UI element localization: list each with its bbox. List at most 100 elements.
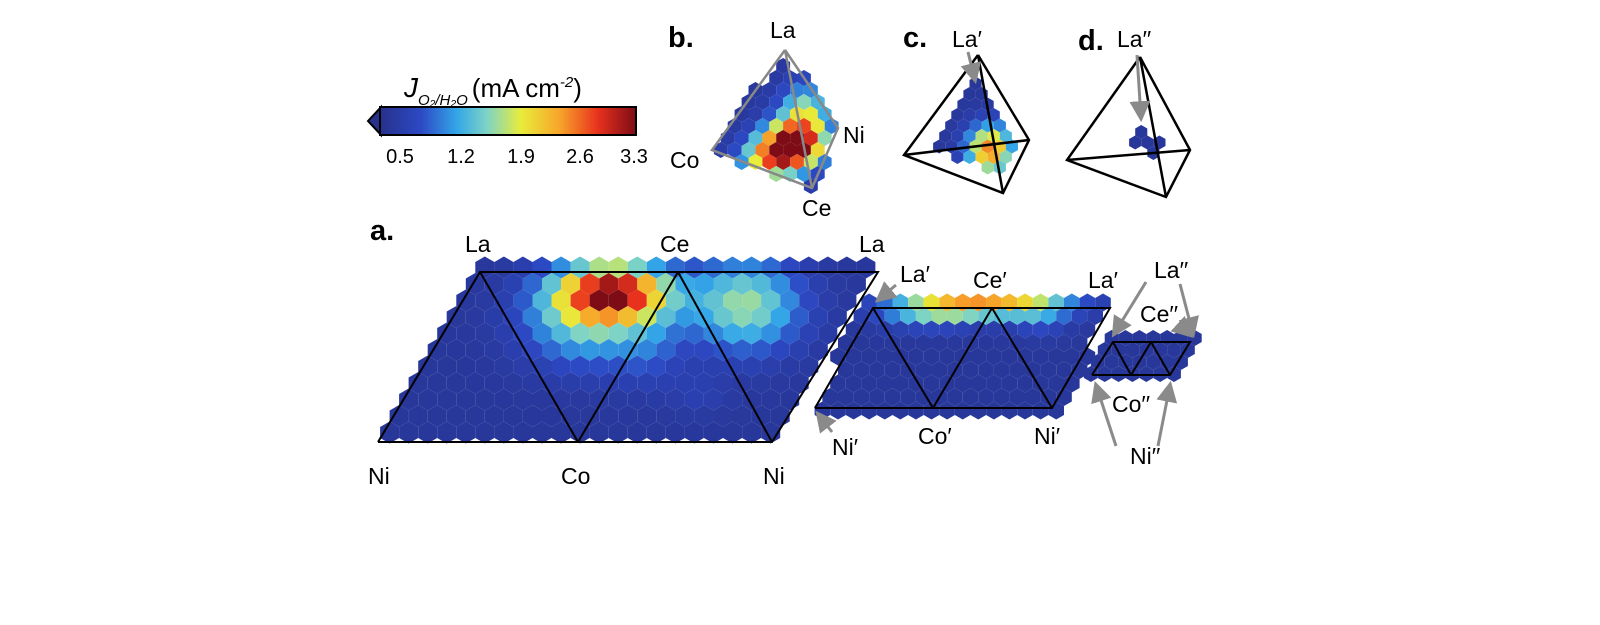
heat-cell bbox=[465, 405, 485, 427]
heat-cell bbox=[915, 307, 932, 325]
heat-cell bbox=[513, 355, 533, 378]
heat-cell bbox=[776, 154, 791, 170]
heat-cell bbox=[822, 388, 838, 406]
heat-cell bbox=[1104, 354, 1119, 370]
heat-cell bbox=[608, 322, 628, 345]
panel-d-tetrahedron: La′′ bbox=[1065, 26, 1192, 199]
heat-cell bbox=[484, 306, 504, 328]
heat-cell bbox=[900, 307, 916, 325]
heat-cell bbox=[1160, 354, 1174, 370]
heat-cell bbox=[962, 361, 979, 379]
heat-cell bbox=[713, 405, 733, 427]
panel-a-label-la-prime-1: La′ bbox=[900, 261, 930, 287]
heat-cell bbox=[561, 273, 581, 295]
heat-cell bbox=[561, 339, 581, 361]
heat-cell bbox=[532, 289, 552, 312]
heat-cell bbox=[646, 289, 666, 312]
heat-cell bbox=[861, 401, 877, 420]
heat-cell bbox=[810, 94, 825, 110]
heat-cell bbox=[580, 306, 600, 328]
heat-cell bbox=[876, 401, 893, 420]
heat-cell bbox=[599, 339, 619, 361]
heat-cell bbox=[675, 372, 695, 394]
heat-cell bbox=[665, 322, 685, 345]
heat-cell bbox=[962, 307, 979, 325]
heat-cell bbox=[908, 320, 924, 339]
heat-cell bbox=[884, 388, 901, 406]
heat-cell bbox=[589, 355, 609, 378]
heat-cell bbox=[830, 374, 846, 393]
heat-cell bbox=[551, 421, 571, 444]
panel-a-grid-large bbox=[377, 271, 880, 443]
heat-cell bbox=[799, 322, 819, 345]
heat-cell bbox=[799, 355, 819, 378]
heat-cell bbox=[975, 150, 988, 164]
heat-cell bbox=[703, 421, 723, 444]
colorbar-tick: 3.3 bbox=[620, 146, 648, 168]
heat-cell bbox=[599, 372, 619, 394]
heat-cell bbox=[770, 339, 790, 361]
heat-cell bbox=[732, 273, 752, 295]
heat-cell bbox=[627, 289, 647, 312]
heat-cell bbox=[742, 355, 762, 378]
heat-cell bbox=[542, 339, 562, 361]
heat-cell bbox=[853, 388, 870, 406]
heat-cell bbox=[522, 372, 542, 394]
heat-cell bbox=[755, 118, 770, 134]
heat-cell bbox=[1017, 347, 1033, 366]
heat-cell bbox=[503, 372, 523, 394]
heat-cell bbox=[627, 388, 647, 411]
panel-label-c: c. bbox=[903, 22, 927, 54]
panel-a-label-ce-1: Ce bbox=[660, 231, 689, 257]
heat-cell bbox=[494, 355, 514, 378]
heat-cell bbox=[646, 421, 666, 444]
heat-cell bbox=[713, 372, 733, 394]
heat-cell bbox=[418, 388, 438, 411]
heat-cell bbox=[503, 273, 523, 295]
heat-cell bbox=[608, 289, 628, 312]
heat-cell bbox=[1141, 135, 1154, 150]
heat-cell bbox=[1040, 334, 1057, 352]
panel-c-edge bbox=[903, 138, 1030, 157]
panel-a-label-co-1: Co bbox=[561, 463, 590, 489]
heat-cell bbox=[837, 289, 857, 312]
panel-a-label-ni-prime-2: Ni′ bbox=[1034, 423, 1060, 449]
heat-cell bbox=[853, 361, 870, 379]
heat-cell bbox=[494, 388, 514, 411]
heat-cell bbox=[817, 130, 832, 146]
heat-cell bbox=[475, 322, 495, 345]
heat-cell bbox=[742, 388, 762, 411]
panel-c-heat-cells bbox=[933, 76, 1018, 175]
heat-cell bbox=[810, 118, 825, 134]
heat-cell bbox=[915, 361, 932, 379]
panel-a-label-la-prime-2: La′ bbox=[1088, 267, 1118, 293]
heat-cell bbox=[618, 339, 638, 361]
panel-d-label-la: La′′ bbox=[1117, 26, 1151, 52]
heat-cell bbox=[1017, 374, 1033, 393]
heat-cell bbox=[522, 306, 542, 328]
heat-cell bbox=[618, 372, 638, 394]
panel-a-label-la-1: La bbox=[465, 231, 491, 257]
heat-cell bbox=[589, 322, 609, 345]
heat-cell bbox=[931, 361, 948, 379]
panel-b-label-ni: Ni bbox=[843, 122, 865, 148]
panel-a-label-ce-pp: Ce′′ bbox=[1140, 301, 1178, 327]
heat-cell bbox=[1153, 342, 1168, 358]
heat-cell bbox=[986, 401, 1002, 420]
heat-cell bbox=[1167, 342, 1181, 358]
heat-cell bbox=[951, 129, 964, 143]
heat-cell bbox=[446, 405, 466, 427]
heat-cell bbox=[665, 388, 685, 411]
heat-cell bbox=[957, 139, 970, 154]
heat-cell bbox=[437, 322, 457, 345]
heat-cell bbox=[475, 289, 495, 312]
heat-cell bbox=[827, 273, 847, 295]
panel-b-tetrahedron: La Ni Co Ce bbox=[670, 17, 865, 221]
heat-cell bbox=[789, 372, 809, 394]
heat-cell bbox=[769, 70, 784, 86]
heat-cell bbox=[1146, 354, 1161, 370]
heat-cell bbox=[380, 421, 400, 444]
heat-cell bbox=[769, 142, 784, 158]
heat-cell bbox=[869, 388, 885, 406]
